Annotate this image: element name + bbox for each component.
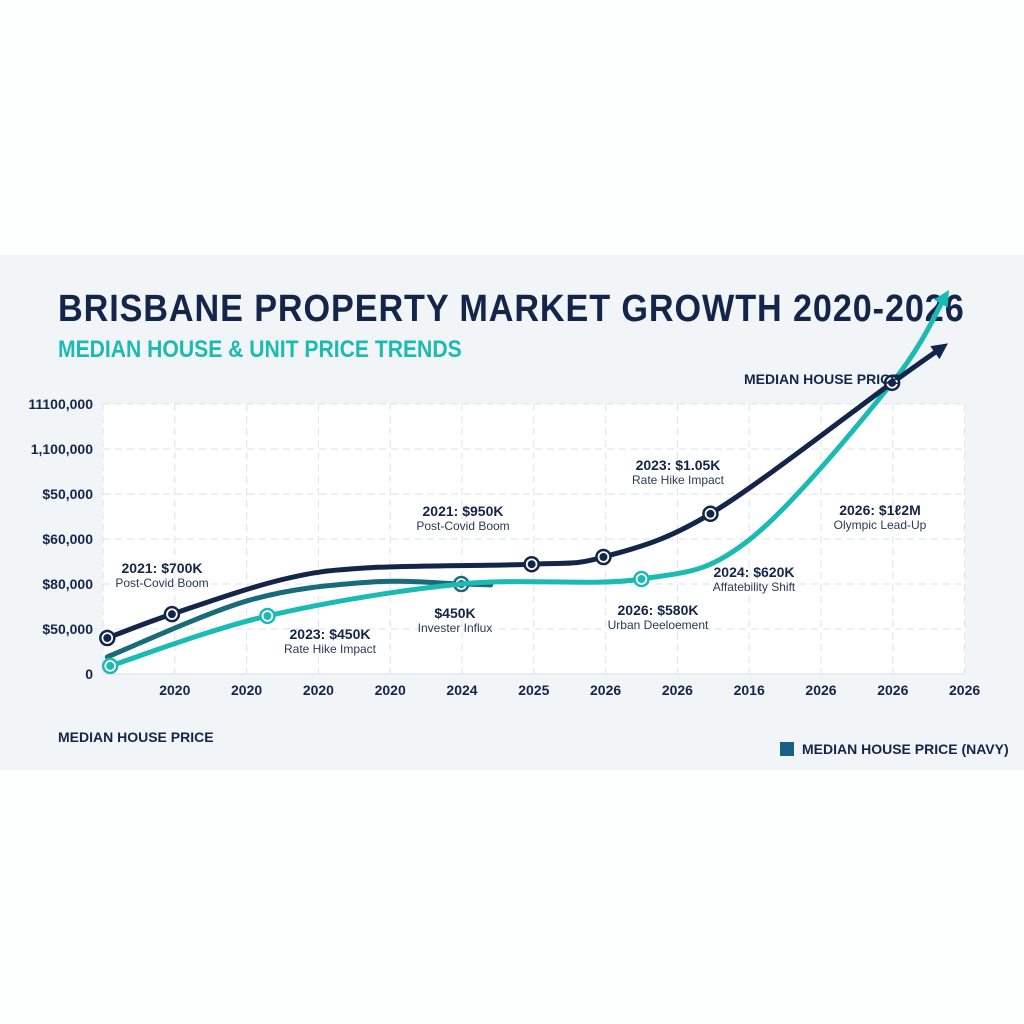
y-tick-label: 1,100,000 (30, 441, 93, 457)
x-tick-label: 2020 (159, 682, 191, 698)
data-point-center (527, 560, 536, 569)
chart-title: BRISBANE PROPERTY MARKET GROWTH 2020-202… (58, 288, 965, 330)
x-tick-label: 2026 (877, 682, 909, 698)
x-tick-label: 2020 (374, 682, 406, 698)
arrowhead-icon (933, 289, 950, 308)
annotation: 2026: $1ℓ2M Olympic Lead-Up (833, 502, 927, 532)
annotation: 2023: $450K Rate Hike Impact (283, 626, 377, 656)
data-point-center (103, 634, 112, 642)
y-tick-label: 0 (85, 666, 93, 682)
x-tick-label: 2025 (518, 682, 550, 698)
y-tick-label: $80,000 (42, 576, 93, 592)
data-point-center (167, 610, 176, 619)
legend-swatch (780, 742, 794, 756)
x-tick-label: 2024 (446, 682, 478, 698)
annotation: 2023: $1.05K Rate Hike Impact (631, 457, 725, 487)
footer-label: MEDIAN HOUSE PRICE (58, 729, 214, 745)
x-tick-label: 2026 (661, 682, 693, 698)
data-point-center (599, 553, 608, 561)
series-label: MEDIAN HOUSE PRICE (744, 371, 900, 387)
data-point-center (888, 378, 897, 387)
annotation: 2026: $580K Urban Deeloement (607, 602, 709, 632)
y-tick-label: $50,000 (42, 486, 93, 502)
annotation: $450K Invester Influx (417, 605, 493, 635)
legend: MEDIAN HOUSE PRICE (NAVY) (780, 741, 1009, 757)
x-tick-label: 2016 (733, 682, 765, 698)
x-tick-label: 2020 (231, 682, 263, 698)
x-tick-label: 2026 (805, 682, 837, 698)
x-tick-label: 2026 (949, 682, 981, 698)
data-point-center (263, 611, 272, 620)
x-tick-label: 2026 (590, 682, 622, 698)
data-point-center (706, 509, 715, 518)
y-tick-label: $60,000 (42, 531, 93, 547)
chart-subtitle: MEDIAN HOUSE & UNIT PRICE TRENDS (58, 336, 462, 363)
legend-label: MEDIAN HOUSE PRICE (NAVY) (802, 741, 1009, 757)
x-tick-label: 2020 (302, 682, 334, 698)
annotation: 2024: $620K Affatebility Shift (712, 564, 796, 594)
y-tick-label: 11100,000 (28, 396, 93, 412)
y-tick-label: $50,000 (42, 621, 93, 637)
data-point-center (106, 661, 115, 670)
arrowhead-icon (930, 343, 948, 360)
annotation: 2021: $700K Post-Covid Boom (115, 560, 209, 590)
annotation: 2021: $950K Post-Covid Boom (416, 503, 510, 533)
data-point-center (637, 575, 646, 584)
